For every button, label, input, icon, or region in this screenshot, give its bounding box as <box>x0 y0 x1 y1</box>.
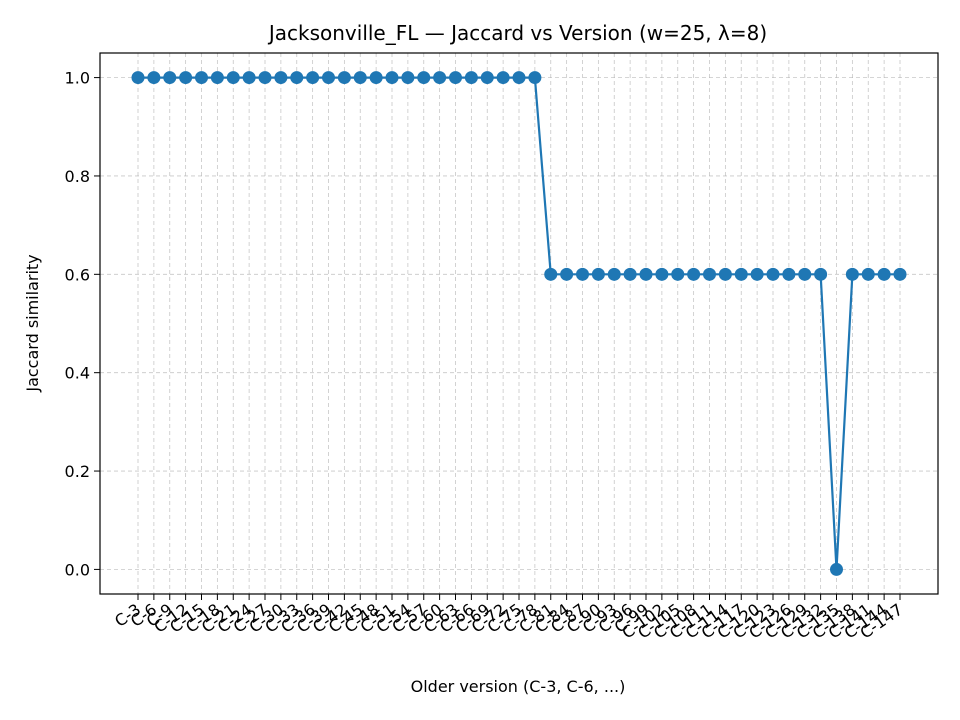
data-point <box>623 267 637 281</box>
data-point <box>322 71 335 85</box>
data-point <box>242 71 256 85</box>
data-point <box>433 71 447 85</box>
data-point <box>131 71 145 85</box>
data-point <box>163 71 177 85</box>
data-point <box>544 267 558 281</box>
data-point <box>210 71 224 85</box>
y-axis-ticks: 0.0 0.2 0.4 0.6 0.8 1.0 <box>65 69 100 579</box>
data-point <box>814 267 828 281</box>
data-point <box>782 267 796 281</box>
data-point <box>528 71 542 85</box>
data-point <box>655 267 669 281</box>
data-point <box>576 267 589 281</box>
data-point <box>877 267 891 281</box>
data-point <box>671 267 685 281</box>
data-point <box>687 267 701 281</box>
x-axis-label: Older version (C-3, C-6, ...) <box>411 677 626 696</box>
y-tick-label: 0.8 <box>65 167 90 186</box>
data-point <box>306 71 320 85</box>
data-point <box>560 267 574 281</box>
y-tick-label: 0.4 <box>65 364 90 383</box>
data-point <box>195 71 208 85</box>
series-jaccard <box>131 71 907 576</box>
data-point <box>258 71 272 85</box>
data-point <box>290 71 304 85</box>
y-tick-label: 0.0 <box>65 560 90 579</box>
data-point <box>861 267 875 281</box>
data-point <box>337 71 351 85</box>
data-point <box>798 267 812 281</box>
data-point <box>449 71 462 85</box>
data-point <box>750 267 764 281</box>
data-point <box>607 267 621 281</box>
data-point <box>512 71 526 85</box>
data-point <box>179 71 193 85</box>
data-point <box>480 71 494 85</box>
data-point <box>830 562 843 576</box>
data-point <box>734 267 748 281</box>
data-point <box>147 71 161 85</box>
y-tick-label: 1.0 <box>65 69 90 88</box>
data-point <box>385 71 399 85</box>
data-point <box>369 71 383 85</box>
data-point <box>591 267 605 281</box>
data-point <box>417 71 431 85</box>
data-point <box>766 267 780 281</box>
y-tick-label: 0.6 <box>65 265 90 284</box>
data-point <box>274 71 288 85</box>
y-tick-label: 0.2 <box>65 462 90 481</box>
data-point <box>893 267 907 281</box>
chart-title: Jacksonville_FL — Jaccard vs Version (w=… <box>267 21 767 45</box>
data-point <box>496 71 510 85</box>
data-point <box>703 267 716 281</box>
data-point <box>718 267 732 281</box>
grid <box>100 53 938 594</box>
data-point <box>464 71 478 85</box>
data-point <box>353 71 367 85</box>
data-point <box>401 71 415 85</box>
data-point <box>845 267 859 281</box>
data-point <box>226 71 240 85</box>
y-axis-label: Jaccard similarity <box>23 254 42 392</box>
data-point <box>639 267 653 281</box>
